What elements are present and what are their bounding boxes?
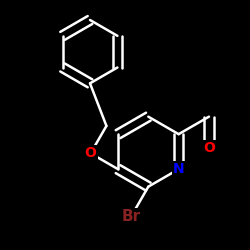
Text: Br: Br bbox=[121, 210, 141, 224]
Text: N: N bbox=[173, 162, 184, 176]
Text: O: O bbox=[85, 146, 96, 160]
Text: O: O bbox=[203, 141, 215, 155]
